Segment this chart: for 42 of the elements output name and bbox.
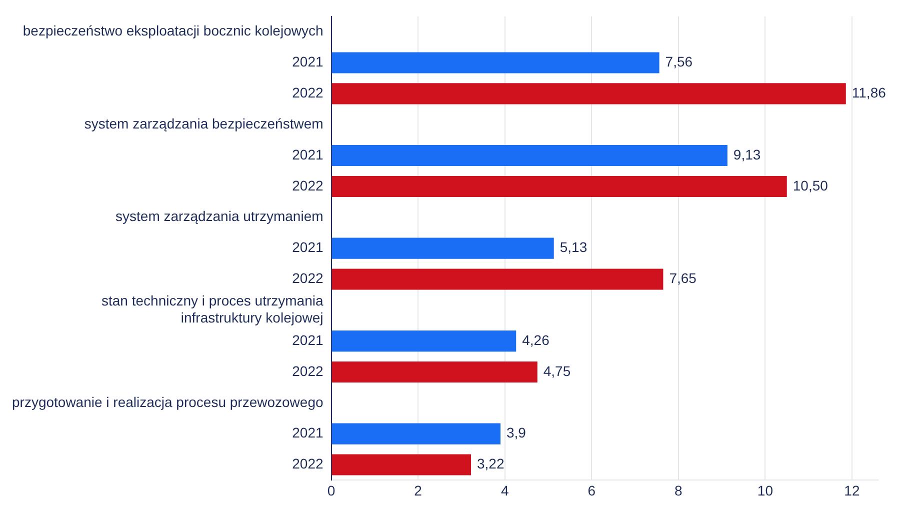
- bar: [332, 238, 554, 259]
- y-tick-label: przygotowanie i realizacja procesu przewozowego: [12, 394, 324, 410]
- x-tick-label: 0: [327, 482, 336, 498]
- y-tick-label: system zarządzania utrzymaniem: [116, 208, 324, 224]
- data-label: 3,9: [506, 424, 526, 441]
- y-tick-label: 2022: [292, 84, 324, 101]
- y-tick-label: 2021: [292, 424, 324, 441]
- x-tick-label: 4: [500, 482, 509, 498]
- y-tick-label: 2021: [292, 146, 324, 162]
- data-label: 4,26: [522, 332, 550, 348]
- bar: [332, 83, 846, 104]
- x-tick-label: 8: [674, 482, 683, 498]
- bar: [332, 330, 516, 352]
- bar: [332, 454, 471, 476]
- bar: [332, 361, 538, 382]
- data-label: 10,50: [792, 177, 828, 194]
- data-label: 9,13: [733, 146, 761, 162]
- x-tick-label: 10: [757, 482, 774, 498]
- y-tick-label: 2022: [292, 270, 324, 286]
- y-tick-label: 2021: [292, 54, 324, 70]
- data-label: 7,56: [665, 54, 693, 70]
- x-tick-label: 6: [588, 482, 596, 498]
- x-tick-label: 2: [414, 482, 422, 498]
- y-tick-label: stan techniczny i proces utrzymania infrastruktury kolejowej: [102, 292, 324, 326]
- y-tick-label: 2021: [292, 239, 324, 256]
- y-tick-label: 2021: [292, 332, 324, 348]
- data-label: 3,22: [476, 456, 504, 472]
- bar: [332, 423, 500, 444]
- y-tick-label: bezpieczeństwo eksploatacji bocznic kolejowych: [22, 22, 324, 39]
- y-tick-label: system zarządzania bezpieczeństwem: [84, 115, 324, 132]
- data-label: 4,75: [543, 362, 571, 379]
- y-tick-label: 2022: [292, 456, 324, 472]
- bar: [332, 145, 728, 166]
- y-tick-label: 2022: [292, 177, 324, 194]
- data-label: 5,13: [560, 239, 588, 256]
- y-tick-label: 2022: [292, 362, 324, 379]
- bar: [332, 176, 787, 197]
- data-label: 7,65: [669, 270, 697, 286]
- bar: [332, 52, 660, 74]
- x-tick-label: 12: [844, 482, 860, 498]
- data-label: 11,86: [852, 84, 886, 101]
- bar: [332, 268, 664, 290]
